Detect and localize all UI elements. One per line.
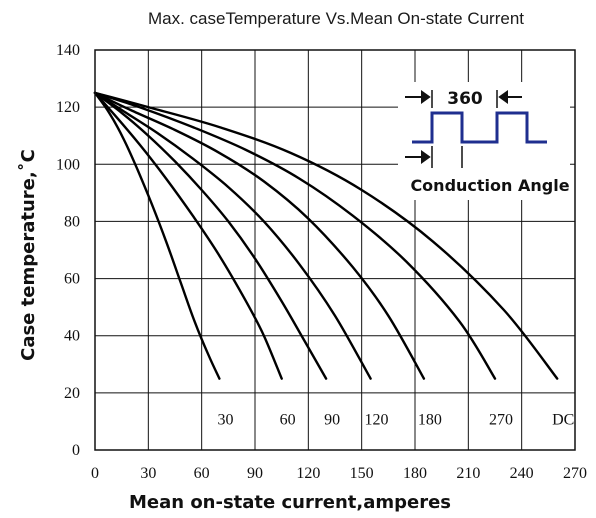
y-tick-label: 60 [64,271,80,288]
x-tick-label: 60 [194,465,210,482]
inset-right-arrow [498,90,522,104]
curve-labels: 30 60 90 120 180 270 DC [217,412,574,429]
plot-frame [94,49,576,451]
x-axis-title: Mean on-state current,amperes [129,492,451,513]
y-tick-label: 120 [56,99,80,116]
curve-label: 270 [489,412,513,429]
curve-label: 60 [280,412,296,429]
inset-angle-label: 360 [447,89,483,109]
x-tick-label: 30 [140,465,156,482]
inset-caption: Conduction Angle [410,176,569,195]
x-tick-label: 90 [247,465,263,482]
curve-label: 30 [217,412,233,429]
inset-left-arrow [405,90,431,104]
curves [93,91,559,380]
chart-title: Max. caseTemperature Vs.Mean On-state Cu… [148,9,524,28]
curve-label: 180 [418,412,442,429]
y-tick-label: 40 [64,328,80,345]
y-tick-label: 20 [64,385,80,402]
series-line-270 [93,91,497,380]
x-tick-label: 0 [91,465,99,482]
x-tick-label: 270 [563,465,587,482]
y-tick-label: 100 [56,156,80,173]
x-tick-label: 180 [403,465,427,482]
series-line-120 [93,91,372,380]
inset-waveform [412,111,547,144]
series-line-180 [93,91,426,380]
x-tick-label: 150 [350,465,374,482]
curve-label: 90 [324,412,340,429]
x-tick-label: 120 [296,465,320,482]
series-line-30 [93,91,221,380]
series-line-60 [93,91,283,380]
series-line-dc [93,91,559,380]
x-tick-labels: 0 30 60 90 120 150 180 210 240 270 [91,465,587,482]
curve-label: 120 [365,412,389,429]
x-tick-label: 240 [510,465,534,482]
y-tick-labels: 0 20 40 60 80 100 120 140 [56,42,80,459]
y-axis-title: Case temperature,˚C [17,149,39,361]
curve-label: DC [552,412,574,429]
y-tick-label: 140 [56,42,80,59]
series-line-90 [93,91,328,380]
x-tick-label: 210 [456,465,480,482]
y-tick-label: 80 [64,213,80,230]
y-tick-label: 0 [72,442,80,459]
conduction-angle-inset: 360 Conduction Angle [398,82,570,200]
inset-lower-arrow [405,150,431,164]
